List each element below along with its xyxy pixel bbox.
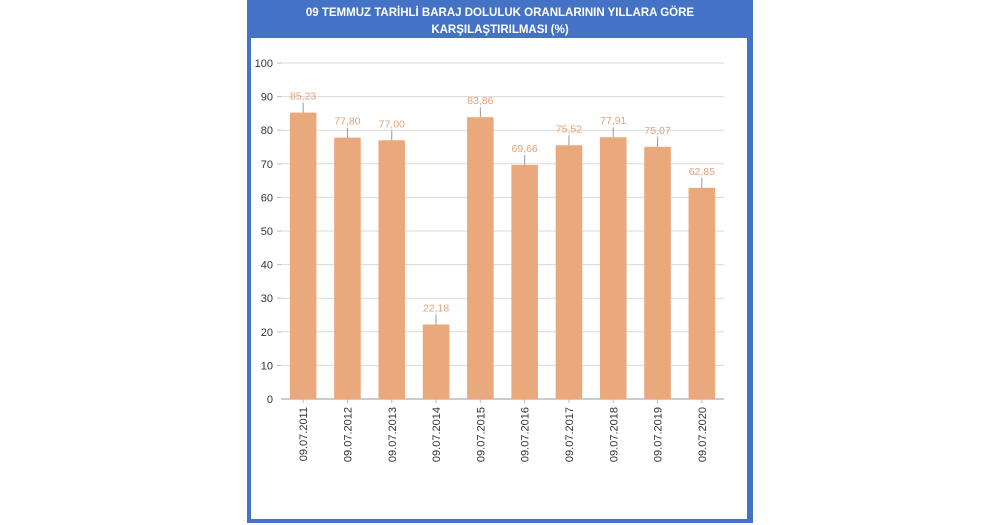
bar-09.07.2012	[334, 137, 361, 399]
x-tick-label-09.07.2012: 09.07.2012	[342, 407, 354, 462]
x-tick-label-09.07.2017: 09.07.2017	[564, 407, 576, 462]
bar-09.07.2020	[688, 187, 716, 399]
y-tick-label-90: 90	[261, 92, 273, 104]
chart-title-line-1: 09 TEMMUZ TARİHLİ BARAJ DOLULUK ORANLARI…	[305, 7, 695, 19]
data-label-09.07.2011: 85,23	[290, 91, 316, 103]
y-tick-label-20: 20	[261, 327, 273, 339]
data-label-09.07.2013: 77,00	[379, 118, 405, 130]
x-tick-label-09.07.2016: 09.07.2016	[520, 407, 532, 462]
y-tick-label-50: 50	[261, 226, 273, 238]
data-label-09.07.2016: 69,66	[512, 143, 538, 155]
y-tick-label-10: 10	[261, 360, 273, 372]
bar-09.07.2016	[511, 164, 538, 399]
bar-09.07.2011	[289, 112, 317, 399]
bar-09.07.2014	[422, 324, 450, 399]
data-label-09.07.2018: 77,91	[600, 115, 626, 127]
chart-title: 09 TEMMUZ TARİHLİ BARAJ DOLULUK ORANLARI…	[247, 5, 753, 39]
data-label-09.07.2017: 75,52	[556, 123, 582, 135]
bar-chart: 0 10 20 30 40 50 60 70 80 90 100 85,23 09.07.2011 77,…	[255, 58, 724, 462]
y-tick-label-30: 30	[261, 293, 273, 305]
bar-09.07.2018	[599, 137, 627, 399]
y-tick-label-60: 60	[261, 192, 273, 204]
x-tick-label-09.07.2015: 09.07.2015	[475, 407, 487, 462]
chart-title-line-2: KARŞILAŞTIRILMASI (%)	[431, 24, 569, 36]
plot-area: 0 10 20 30 40 50 60 70 80 90 100 85,23 09.07.2011 77,…	[251, 38, 747, 519]
bar-09.07.2013	[378, 140, 406, 399]
data-label-09.07.2012: 77,80	[334, 116, 360, 128]
x-tick-label-09.07.2019: 09.07.2019	[653, 407, 665, 462]
x-tick-label-09.07.2011: 09.07.2011	[298, 407, 310, 461]
y-tick-label-70: 70	[261, 159, 273, 171]
x-tick-label-09.07.2014: 09.07.2014	[431, 407, 443, 462]
data-label-09.07.2019: 75,07	[644, 125, 670, 137]
bar-09.07.2017	[555, 145, 583, 399]
data-label-09.07.2015: 83,86	[467, 95, 493, 107]
y-tick-label-80: 80	[261, 125, 273, 137]
bar-09.07.2015	[467, 117, 494, 399]
x-tick-label-09.07.2018: 09.07.2018	[608, 407, 620, 462]
data-label-09.07.2014: 22,18	[423, 302, 449, 314]
x-tick-label-09.07.2013: 09.07.2013	[387, 407, 399, 462]
y-tick-label-0: 0	[267, 394, 273, 406]
x-tick-label-09.07.2020: 09.07.2020	[697, 407, 709, 462]
chart-panel: 09 TEMMUZ TARİHLİ BARAJ DOLULUK ORANLARI…	[247, 0, 753, 523]
bar-09.07.2019	[644, 146, 671, 399]
y-tick-label-100: 100	[255, 58, 273, 70]
data-label-09.07.2020: 62,85	[689, 166, 715, 178]
y-tick-label-40: 40	[261, 260, 273, 272]
